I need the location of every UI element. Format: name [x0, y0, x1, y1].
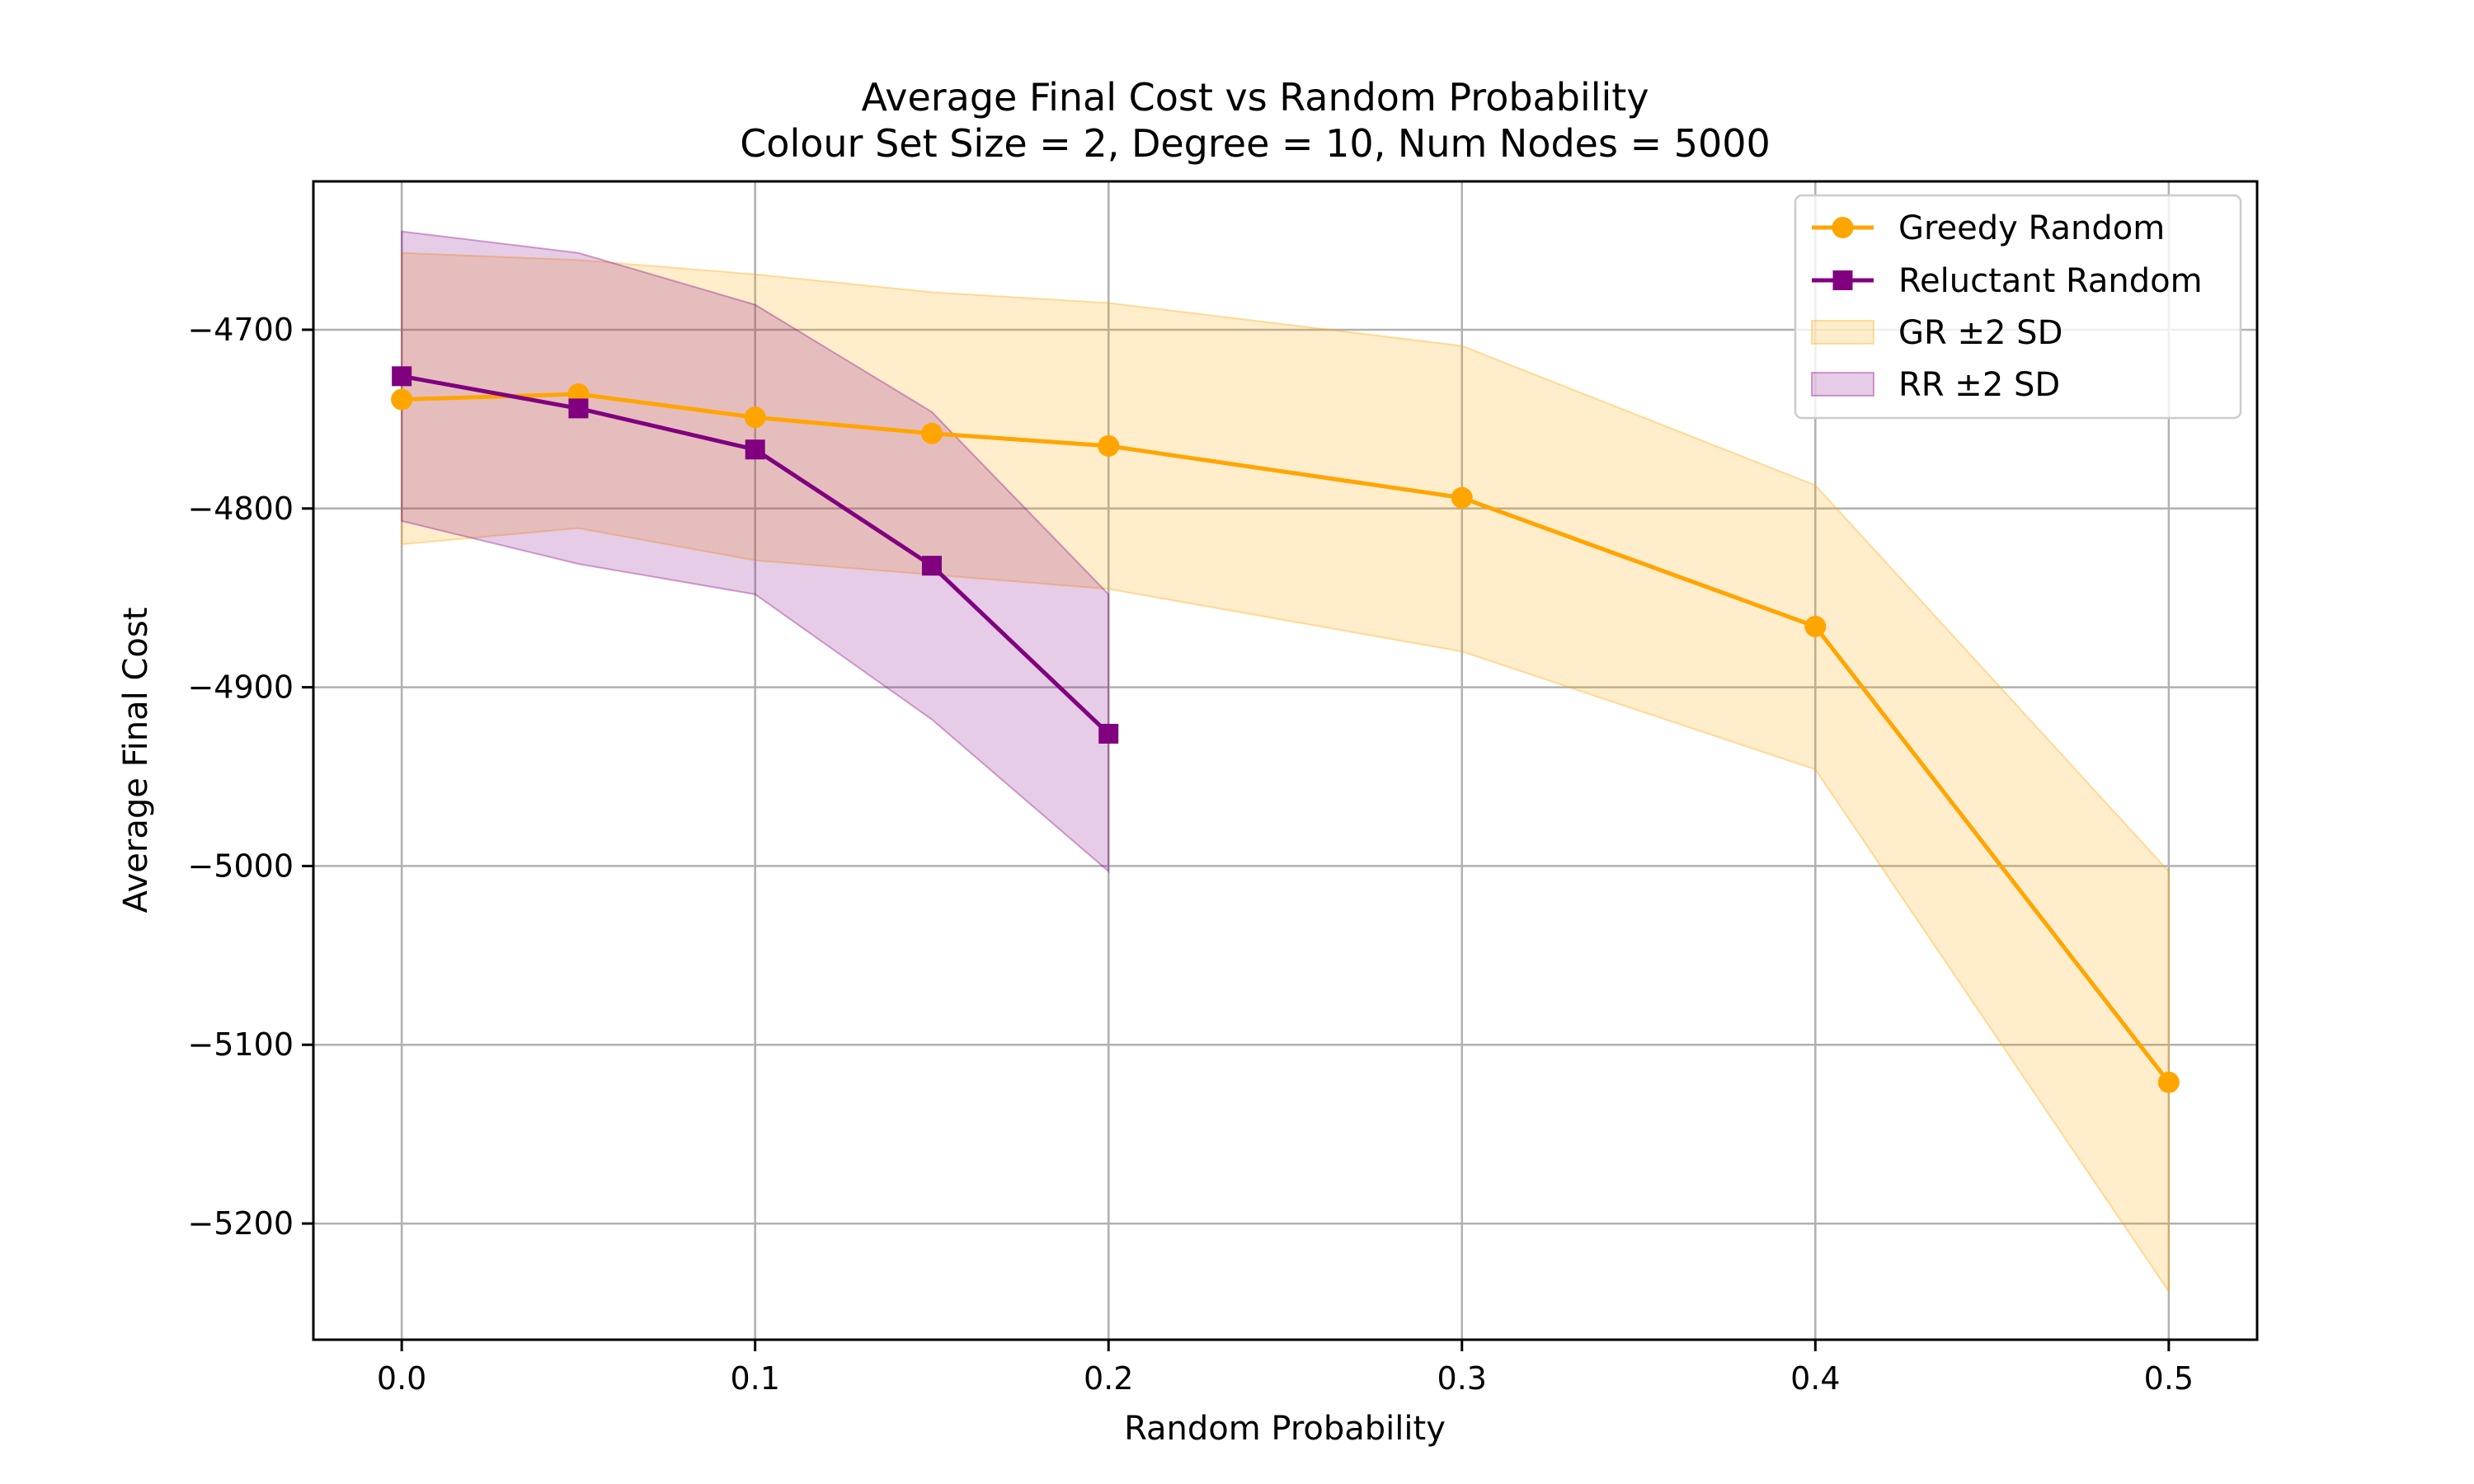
- legend-box: [1794, 194, 2242, 420]
- reluctant-random-point: [392, 366, 412, 387]
- series-markers: [391, 366, 2180, 1093]
- x-axis-label: Random Probability: [1124, 1410, 1446, 1448]
- x-axis-ticks: 0.0 0.1 0.2 0.3 0.4 0.5: [377, 1340, 2194, 1397]
- chart-subtitle: Colour Set Size = 2, Degree = 10, Num No…: [740, 121, 1771, 166]
- y-axis-label: Average Final Cost: [117, 608, 155, 913]
- greedy-random-point: [1098, 434, 1120, 457]
- y-axis-ticks: −4700 −4800 −4900 −5000 −5100 −5200: [187, 312, 313, 1242]
- legend-rr-sd-swatch: [1811, 372, 1874, 397]
- y-tick-label: −4700: [187, 312, 294, 348]
- legend-greedy-random-marker: [1832, 217, 1854, 238]
- legend-gr-sd-label: GR ±2 SD: [1898, 314, 2062, 352]
- x-tick-label: 0.3: [1437, 1360, 1487, 1397]
- legend-greedy-random-label: Greedy Random: [1898, 209, 2165, 247]
- gr-sd-band: [401, 251, 2170, 1294]
- y-tick-label: −4900: [187, 669, 294, 706]
- legend: Greedy Random Reluctant Random GR ±2 SD RR …: [1794, 194, 2242, 420]
- greedy-random-point: [2157, 1071, 2180, 1093]
- legend-reluctant-random-marker: [1832, 270, 1853, 290]
- plot-frame: [312, 180, 2259, 1341]
- reluctant-random-point: [745, 439, 765, 460]
- x-tick-label: 0.1: [730, 1360, 779, 1397]
- y-tick-label: −5200: [187, 1205, 294, 1242]
- reluctant-random-point: [921, 556, 942, 576]
- greedy-random-point: [920, 422, 943, 444]
- y-tick-label: −5000: [187, 848, 294, 884]
- y-tick-label: −4800: [187, 491, 294, 527]
- greedy-random-line: [402, 392, 2171, 1084]
- legend-rr-sd-label: RR ±2 SD: [1898, 366, 2060, 404]
- greedy-random-point: [744, 406, 766, 429]
- x-tick-label: 0.0: [377, 1360, 426, 1397]
- greedy-random-point: [1451, 486, 1473, 509]
- chart-title: Average Final Cost vs Random Probability: [861, 75, 1649, 120]
- reluctant-random-point: [1098, 723, 1119, 744]
- legend-gr-sd-swatch: [1811, 320, 1874, 345]
- greedy-random-point: [1804, 615, 1827, 637]
- greedy-random-point: [391, 388, 413, 411]
- legend-reluctant-random-label: Reluctant Random: [1898, 262, 2203, 300]
- x-tick-label: 0.4: [1790, 1360, 1840, 1397]
- reluctant-random-point: [568, 398, 589, 419]
- y-tick-label: −5100: [187, 1026, 294, 1063]
- x-tick-label: 0.5: [2144, 1360, 2194, 1397]
- x-tick-label: 0.2: [1084, 1360, 1133, 1397]
